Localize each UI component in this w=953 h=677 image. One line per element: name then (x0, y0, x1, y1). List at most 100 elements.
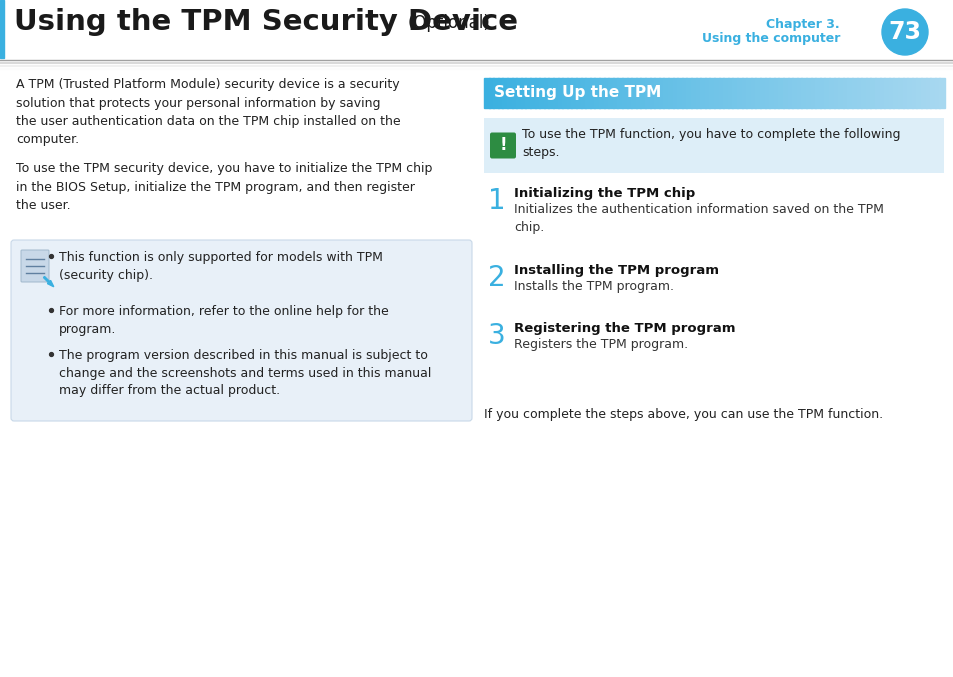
Text: The program version described in this manual is subject to
change and the screen: The program version described in this ma… (59, 349, 431, 397)
Text: To use the TPM security device, you have to initialize the TPM chip
in the BIOS : To use the TPM security device, you have… (16, 162, 432, 212)
Bar (685, 78, 691, 108)
Bar (934, 78, 940, 108)
Bar (888, 78, 894, 108)
Bar (557, 78, 562, 108)
Bar (805, 78, 811, 108)
Bar (617, 78, 622, 108)
Bar (690, 78, 696, 108)
Bar (511, 78, 517, 108)
Bar (861, 78, 866, 108)
Bar (778, 78, 783, 108)
Bar (654, 78, 659, 108)
Text: Initializes the authentication information saved on the TPM
chip.: Initializes the authentication informati… (514, 203, 882, 234)
Bar (700, 78, 705, 108)
Bar (608, 78, 613, 108)
Bar (704, 78, 710, 108)
Bar (846, 78, 852, 108)
Bar (897, 78, 902, 108)
Bar (838, 78, 842, 108)
Bar (709, 78, 714, 108)
Bar (929, 78, 935, 108)
Bar (755, 78, 760, 108)
Text: Registering the TPM program: Registering the TPM program (514, 322, 735, 335)
Bar (626, 78, 632, 108)
Bar (763, 78, 769, 108)
Bar (902, 78, 907, 108)
Bar (732, 78, 738, 108)
Bar (576, 78, 581, 108)
Bar (621, 78, 627, 108)
Text: For more information, refer to the online help for the
program.: For more information, refer to the onlin… (59, 305, 388, 336)
Bar (856, 78, 862, 108)
Bar (538, 78, 544, 108)
Bar (598, 78, 604, 108)
Bar (782, 78, 788, 108)
Bar (493, 78, 498, 108)
Bar (920, 78, 925, 108)
Text: Initializing the TPM chip: Initializing the TPM chip (514, 187, 695, 200)
Bar (483, 78, 489, 108)
Bar (677, 78, 682, 108)
Bar (543, 78, 549, 108)
Bar (506, 78, 512, 108)
Bar (520, 78, 526, 108)
Bar (874, 78, 880, 108)
Bar (561, 78, 567, 108)
Bar (722, 78, 728, 108)
Bar (745, 78, 751, 108)
Bar (819, 78, 824, 108)
Bar (791, 78, 797, 108)
Bar (488, 78, 494, 108)
Bar (801, 78, 806, 108)
Bar (841, 78, 847, 108)
Bar (566, 78, 572, 108)
Text: Installing the TPM program: Installing the TPM program (514, 264, 719, 277)
Bar (810, 78, 816, 108)
Bar (815, 78, 820, 108)
Text: To use the TPM function, you have to complete the following
steps.: To use the TPM function, you have to com… (521, 128, 900, 159)
Bar (672, 78, 678, 108)
Bar (869, 78, 875, 108)
Bar (502, 78, 507, 108)
Bar (649, 78, 655, 108)
Bar (0, 0, 4, 58)
Bar (787, 78, 792, 108)
Text: Using the computer: Using the computer (700, 32, 840, 45)
Bar (828, 78, 834, 108)
Bar (695, 78, 700, 108)
Text: (Optional): (Optional) (408, 14, 491, 32)
Bar (525, 78, 531, 108)
Bar (644, 78, 650, 108)
Circle shape (882, 9, 927, 55)
Bar (823, 78, 829, 108)
Bar (594, 78, 599, 108)
Bar (580, 78, 585, 108)
Bar (612, 78, 618, 108)
Bar (740, 78, 746, 108)
Bar (631, 78, 637, 108)
Text: Installs the TPM program.: Installs the TPM program. (514, 280, 673, 293)
Bar (659, 78, 663, 108)
Text: Registers the TPM program.: Registers the TPM program. (514, 338, 687, 351)
Bar (662, 78, 668, 108)
Bar (497, 78, 503, 108)
Bar (584, 78, 590, 108)
Bar (553, 78, 558, 108)
Bar (483, 118, 943, 173)
Text: If you complete the steps above, you can use the TPM function.: If you complete the steps above, you can… (483, 408, 882, 421)
Text: A TPM (Trusted Platform Module) security device is a security
solution that prot: A TPM (Trusted Platform Module) security… (16, 78, 400, 146)
Bar (939, 78, 944, 108)
Bar (883, 78, 889, 108)
Bar (635, 78, 640, 108)
Bar (534, 78, 539, 108)
Bar (639, 78, 645, 108)
Bar (667, 78, 673, 108)
Text: Chapter 3.: Chapter 3. (765, 18, 840, 31)
Bar (548, 78, 554, 108)
FancyBboxPatch shape (11, 240, 472, 421)
Bar (681, 78, 687, 108)
Bar (911, 78, 917, 108)
Text: !: ! (498, 137, 506, 154)
FancyBboxPatch shape (21, 250, 49, 282)
Bar (906, 78, 912, 108)
